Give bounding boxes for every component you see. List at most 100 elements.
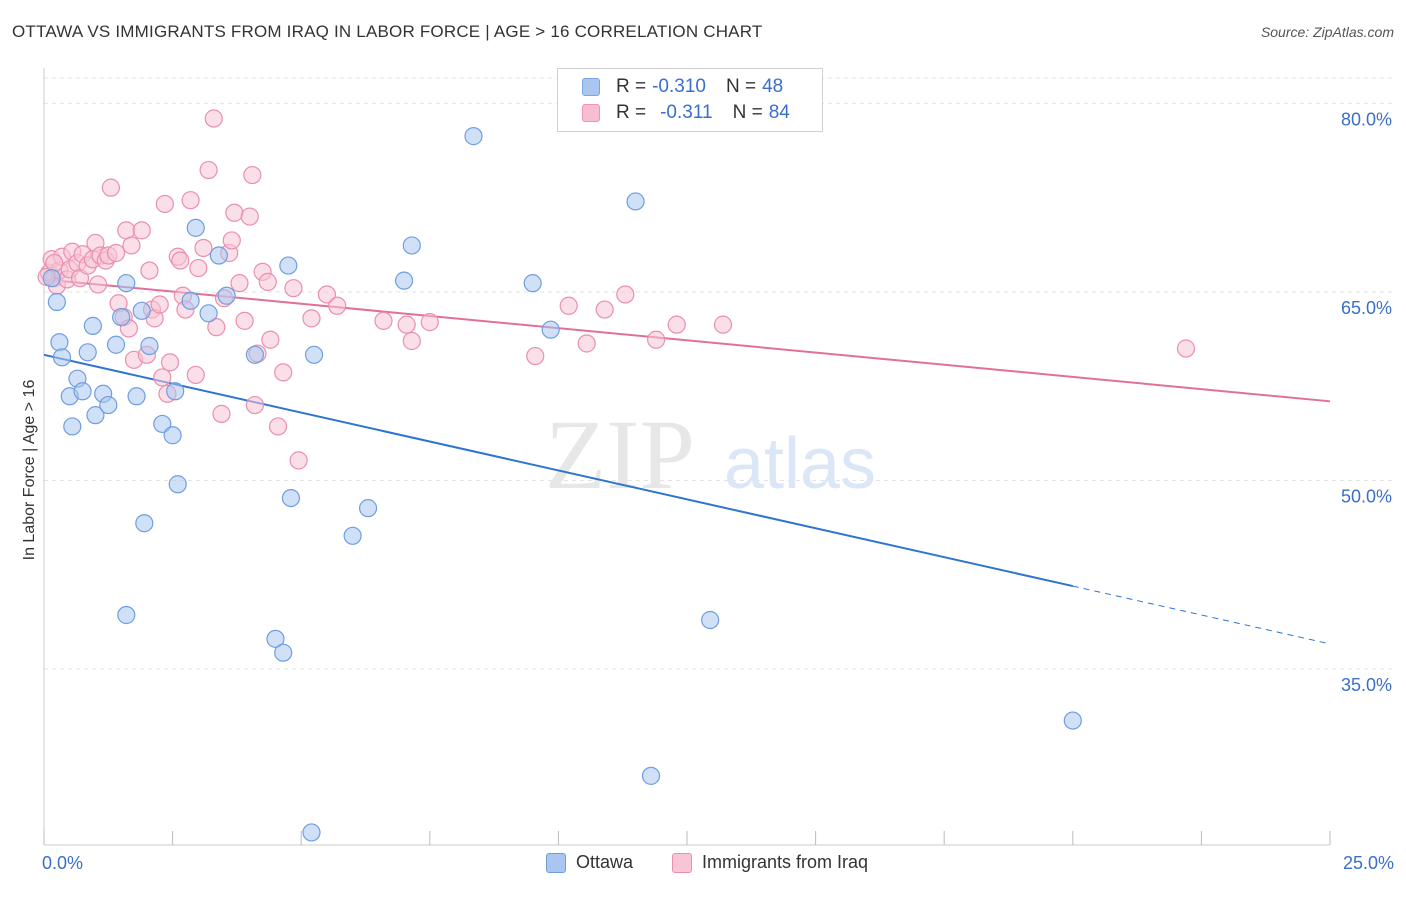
series-legend-ottawa: Ottawa xyxy=(546,852,633,873)
iraq-point xyxy=(88,275,108,294)
iraq-point xyxy=(207,318,226,337)
iraq-point xyxy=(713,315,733,334)
ottawa-point xyxy=(302,823,321,842)
iraq-point xyxy=(181,191,200,210)
iraq-point xyxy=(595,300,614,319)
iraq-point xyxy=(374,311,393,330)
series-legend: Ottawa Immigrants from Iraq xyxy=(0,852,1406,878)
ottawa-point xyxy=(168,475,187,494)
source-label: Source: ZipAtlas.com xyxy=(1260,24,1394,40)
ottawa-point xyxy=(701,610,720,630)
ottawa-point xyxy=(153,414,172,434)
iraq-point xyxy=(132,221,151,240)
ottawa-point xyxy=(274,643,293,662)
iraq-point xyxy=(577,334,596,353)
iraq-point xyxy=(199,160,218,180)
ottawa-point xyxy=(343,526,362,545)
iraq-point xyxy=(243,165,262,185)
ottawa-point xyxy=(140,336,159,356)
iraq-point xyxy=(397,315,416,334)
iraq-point xyxy=(140,261,159,280)
iraq-point xyxy=(171,251,190,270)
ottawa-point xyxy=(73,382,92,401)
iraq-point xyxy=(222,231,241,250)
ottawa-point xyxy=(47,292,66,312)
ottawa-point xyxy=(112,307,131,327)
ottawa-point xyxy=(52,348,72,367)
ottawa-point xyxy=(163,426,182,445)
legend-r-label: R = xyxy=(616,102,647,123)
legend-n-label: N = xyxy=(725,76,757,97)
iraq-point xyxy=(150,295,169,314)
legend-n-value: 84 xyxy=(768,102,790,123)
ottawa-point xyxy=(279,256,298,275)
trend-line-iraq xyxy=(43,278,1331,403)
iraq-point xyxy=(122,236,141,255)
ottawa-point xyxy=(181,291,200,310)
iraq-point xyxy=(106,243,126,263)
ottawa-point xyxy=(464,127,483,146)
iraq-point xyxy=(284,279,303,298)
iraq-point xyxy=(402,331,421,351)
ottawa-point xyxy=(245,345,265,364)
iraq-point xyxy=(204,109,223,128)
series-legend-iraq: Immigrants from Iraq xyxy=(672,852,868,873)
trend-line-ottawa xyxy=(43,353,1074,588)
iraq-point xyxy=(212,404,231,423)
iraq-point xyxy=(268,417,288,436)
legend-row-iraq: R = -0.311 N = 84 xyxy=(582,100,790,126)
iraq-point xyxy=(258,272,277,292)
ottawa-point xyxy=(117,605,136,625)
watermark-atlas: atlas xyxy=(724,424,876,504)
iraq-point xyxy=(647,330,666,349)
iraq-point xyxy=(261,330,280,349)
iraq-point xyxy=(155,194,174,214)
iraq-point xyxy=(328,296,347,315)
ottawa-point xyxy=(541,320,560,339)
iraq-point xyxy=(101,178,120,197)
iraq-point xyxy=(667,315,686,334)
y-tick-label: 65.0% xyxy=(1341,298,1392,318)
ottawa-point xyxy=(1063,711,1082,730)
ottawa-point xyxy=(86,406,105,425)
iraq-point xyxy=(160,353,180,372)
ottawa-point xyxy=(63,417,82,436)
legend-swatch-ottawa xyxy=(582,78,600,96)
legend-n-label: N = xyxy=(732,102,763,123)
ottawa-point xyxy=(626,192,645,211)
y-tick-labels: 35.0% 50.0% 65.0% 80.0% xyxy=(1341,109,1392,695)
x-tick-label-max: 25.0% xyxy=(1342,853,1394,873)
correlation-legend: R = -0.310 N = 48 R = -0.311 N = 84 xyxy=(557,68,823,132)
iraq-point xyxy=(302,309,321,328)
iraq-point xyxy=(317,285,337,304)
chart-title: OTTAWA VS IMMIGRANTS FROM IRAQ IN LABOR … xyxy=(12,22,763,41)
ottawa-point xyxy=(132,301,151,320)
ottawa-point xyxy=(209,246,228,265)
iraq-point xyxy=(45,253,64,273)
y-tick-label: 80.0% xyxy=(1341,109,1392,129)
ottawa-point xyxy=(641,766,661,785)
iraq-point xyxy=(225,203,244,222)
iraq-point xyxy=(240,207,259,226)
ottawa-point xyxy=(358,499,378,518)
ottawa-point xyxy=(394,271,414,290)
ottawa-point xyxy=(166,382,185,401)
data-points xyxy=(37,109,1196,842)
ottawa-point xyxy=(117,274,136,293)
ottawa-point xyxy=(217,286,236,305)
ottawa-point xyxy=(127,387,146,406)
legend-n-value: 48 xyxy=(762,76,784,97)
ottawa-point xyxy=(83,316,102,335)
legend-r-value: -0.311 xyxy=(660,102,713,123)
ottawa-point xyxy=(135,514,154,533)
legend-swatch-ottawa xyxy=(546,852,566,873)
ottawa-point xyxy=(402,236,421,255)
series-legend-label: Immigrants from Iraq xyxy=(702,852,869,872)
y-axis-label: In Labor Force | Age > 16 xyxy=(21,379,38,561)
ottawa-point xyxy=(99,395,118,415)
watermark: ZIP atlas xyxy=(545,399,876,510)
ottawa-point xyxy=(186,218,205,237)
iraq-point xyxy=(186,365,205,385)
